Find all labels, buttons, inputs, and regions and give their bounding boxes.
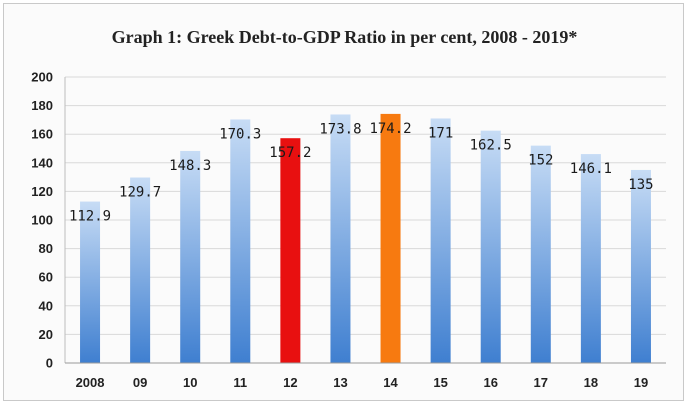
data-label-09: 129.7 xyxy=(119,185,161,201)
bar-19 xyxy=(630,169,651,363)
x-tick-label: 18 xyxy=(584,375,598,390)
x-tick-label: 13 xyxy=(333,375,347,390)
data-label-18: 146.1 xyxy=(570,161,612,177)
data-label-13: 173.8 xyxy=(319,121,361,137)
bar-12 xyxy=(280,138,301,363)
data-label-12: 157.2 xyxy=(269,145,311,161)
bar-18 xyxy=(580,154,601,363)
bars xyxy=(80,113,651,363)
data-label-14: 174.2 xyxy=(369,121,411,137)
x-tick-label: 2008 xyxy=(76,375,105,390)
x-tick-label: 16 xyxy=(483,375,497,390)
x-tick-label: 15 xyxy=(433,375,447,390)
x-tick-label: 10 xyxy=(183,375,197,390)
x-axis: 2008 09 10 11 12 13 14 15 16 17 18 19 xyxy=(65,362,666,390)
y-tick-label: 80 xyxy=(39,241,53,256)
data-label-2008: 112.9 xyxy=(69,209,111,225)
x-tick-label: 09 xyxy=(133,375,147,390)
y-tick-label: 180 xyxy=(31,98,53,113)
data-labels: 112.9 129.7 148.3 170.3 157.2 173.8 174.2 171 16… xyxy=(69,121,654,225)
bar-09 xyxy=(130,177,151,363)
bar-14 xyxy=(380,113,401,363)
data-label-11: 170.3 xyxy=(219,126,261,142)
chart-title: Graph 1: Greek Debt-to-GDP Ratio in per … xyxy=(111,27,578,47)
data-label-10: 148.3 xyxy=(169,158,211,174)
bar-11 xyxy=(230,119,251,363)
bar-2008 xyxy=(80,201,101,363)
y-tick-label: 100 xyxy=(31,213,53,228)
bar-15 xyxy=(430,118,451,363)
gridlines xyxy=(65,76,666,364)
x-tick-label: 19 xyxy=(634,375,648,390)
bar-16 xyxy=(480,130,501,363)
y-tick-label: 160 xyxy=(31,127,53,142)
data-label-16: 162.5 xyxy=(470,138,512,154)
bar-13 xyxy=(330,114,351,363)
y-tick-label: 40 xyxy=(39,298,53,313)
x-tick-label: 12 xyxy=(283,375,297,390)
bar-10 xyxy=(180,150,201,363)
data-label-17: 152 xyxy=(528,153,553,169)
data-label-15: 171 xyxy=(428,125,453,141)
y-tick-label: 120 xyxy=(31,184,53,199)
y-tick-label: 0 xyxy=(46,356,53,371)
y-tick-label: 200 xyxy=(31,70,53,85)
data-label-19: 135 xyxy=(628,177,653,193)
y-tick-label: 60 xyxy=(39,270,53,285)
bar-17 xyxy=(530,145,551,363)
y-axis: 0 20 40 60 80 100 120 140 160 180 200 xyxy=(31,70,66,371)
y-tick-label: 20 xyxy=(39,327,53,342)
x-tick-label: 14 xyxy=(383,375,398,390)
x-tick-label: 11 xyxy=(233,375,247,390)
y-tick-label: 140 xyxy=(31,155,53,170)
x-tick-label: 17 xyxy=(534,375,548,390)
